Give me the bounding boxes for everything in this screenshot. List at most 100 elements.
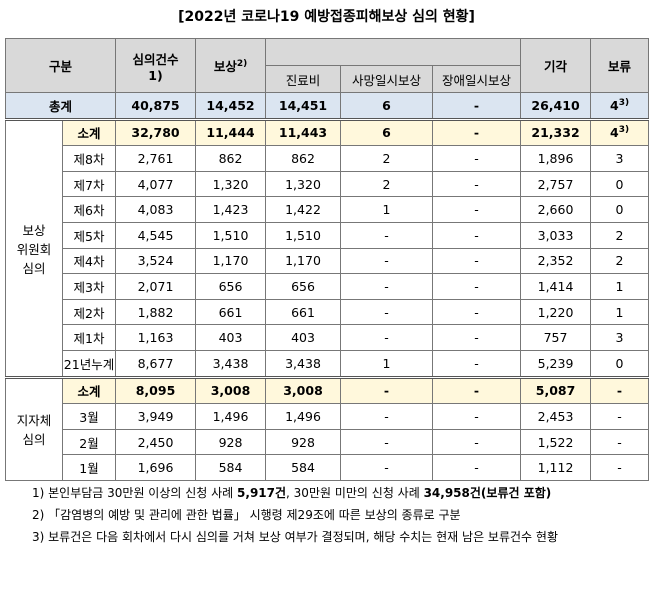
value-cell: 8,677 (115, 349, 197, 378)
section-label: 보상 위원회 심의 (5, 118, 63, 378)
header-text: 보상 (213, 59, 237, 74)
value-cell: 1,112 (520, 454, 592, 481)
value-cell: - (432, 92, 522, 121)
cell-text: 584 (291, 460, 315, 476)
notes: 1) 본인부담금 30만원 이상의 신청 사례 5,917건, 30만원 미만의… (8, 482, 648, 548)
cell-text: 1,696 (137, 460, 174, 476)
value-cell: - (340, 298, 434, 326)
value-cell: 2 (590, 221, 650, 249)
value-cell: 656 (265, 273, 342, 300)
cell-text: 4,083 (137, 202, 174, 218)
data-row: 제7차 4,077 1,320 1,320 2 - 2,757 0 (6, 170, 650, 198)
cell-text: 0 (615, 202, 624, 218)
data-row: 제5차 4,545 1,510 1,510 - - 3,033 2 (6, 221, 650, 249)
value-cell: - (590, 428, 650, 456)
value-cell: 43) (590, 118, 650, 147)
value-cell: 661 (265, 298, 342, 326)
cell-text: - (473, 383, 480, 399)
value-cell: 6 (340, 118, 434, 147)
section-label-line: 보상 (22, 222, 46, 238)
cell-text: 1,320 (285, 176, 321, 192)
cell-text: 3 (615, 150, 624, 166)
cell-text: 14,451 (278, 97, 328, 113)
cell-text: 6 (382, 125, 391, 141)
value-cell: 4,077 (115, 170, 197, 198)
cell-text: 26,410 (531, 97, 580, 113)
cell-text: 1,896 (537, 150, 574, 166)
cell-text: - (384, 408, 389, 424)
row-label: 제2차 (61, 298, 117, 326)
value-cell: 2,761 (115, 145, 197, 172)
value-cell: - (432, 145, 522, 172)
value-cell: - (340, 273, 434, 300)
value-cell: - (432, 403, 522, 430)
cell-text: 3,438 (285, 355, 321, 371)
cell-text: - (474, 330, 479, 346)
cell-text: - (384, 253, 389, 269)
value-cell: 1,896 (520, 145, 592, 172)
value-cell: - (590, 454, 650, 481)
value-cell: 403 (265, 324, 342, 351)
header-cell: 보류 (590, 38, 650, 93)
cell-text: 1,170 (285, 253, 321, 269)
cell-text: - (474, 355, 479, 371)
value-cell: 2 (340, 170, 434, 198)
value-cell: 928 (195, 428, 267, 456)
note-text: 1) 본인부담금 30만원 이상의 신청 사례 (32, 486, 238, 500)
value-cell: 1 (340, 349, 434, 378)
cell-text: - (474, 227, 479, 243)
cell-text: - (616, 383, 623, 399)
cell-text: 928 (291, 434, 315, 450)
row-label: 3월 (61, 403, 117, 430)
data-row: 제8차 2,761 862 862 2 - 1,896 3 (6, 145, 650, 172)
value-cell: 14,451 (265, 92, 342, 121)
row-label: 제8차 (61, 145, 117, 172)
value-cell: 1 (340, 196, 434, 223)
cell-text: 4,077 (137, 176, 174, 192)
value-cell: - (432, 170, 522, 198)
value-cell: 11,443 (265, 118, 342, 147)
value-cell: 0 (590, 196, 650, 223)
header-text: 심의건수 (132, 51, 179, 67)
value-cell: 26,410 (520, 92, 592, 121)
cell-text: 403 (291, 330, 315, 346)
header-cell: 장애일시보상 (432, 65, 522, 93)
value-cell: 1,510 (195, 221, 267, 249)
section-label-line: 지자체 (16, 413, 52, 429)
cell-text: - (384, 434, 389, 450)
data-row: 제3차 2,071 656 656 - - 1,414 1 (6, 273, 650, 300)
value-cell: 403 (195, 324, 267, 351)
cell-text: - (384, 304, 389, 320)
cell-text: - (473, 97, 480, 113)
cell-text: 32,780 (131, 125, 180, 141)
cell-text: 21,332 (531, 125, 580, 141)
value-cell: 21,332 (520, 118, 592, 147)
cell-text: 1,496 (285, 408, 321, 424)
value-cell: 2,352 (520, 247, 592, 275)
value-cell: 1,163 (115, 324, 197, 351)
cell-text: 1 (382, 355, 391, 371)
value-cell: 1,496 (195, 403, 267, 430)
header-cell: 진료비 (265, 65, 342, 93)
section-label: 지자체 심의 (5, 375, 63, 481)
value-cell: - (590, 403, 650, 430)
cell-text: 14,452 (206, 97, 255, 113)
cell-text: 2 (615, 253, 624, 269)
value-cell: 2 (340, 145, 434, 172)
cell-text: 4 (609, 125, 619, 141)
cell-text: 661 (291, 304, 315, 320)
data-row: 21년누계 8,677 3,438 3,438 1 - 5,239 0 (6, 349, 650, 378)
value-cell: 3,008 (265, 375, 342, 405)
cell-text: 1,510 (212, 227, 249, 243)
cell-text: - (617, 408, 622, 424)
cell-text: - (474, 253, 479, 269)
cell-text: 11,443 (278, 125, 328, 141)
data-row: 지자체 심의 소계 8,095 3,008 3,008- -5,087- (5, 375, 650, 481)
cell-text: 1,163 (137, 330, 174, 346)
value-cell: 584 (265, 454, 342, 481)
cell-text: 1,112 (537, 460, 574, 476)
total-row: 총계 40,875 14,452 14,451 6 - 26,410 43) (4, 92, 650, 121)
row-label: 총계 (4, 92, 117, 121)
header-note: 2) (236, 58, 248, 69)
cell-text: 1,423 (212, 202, 249, 218)
